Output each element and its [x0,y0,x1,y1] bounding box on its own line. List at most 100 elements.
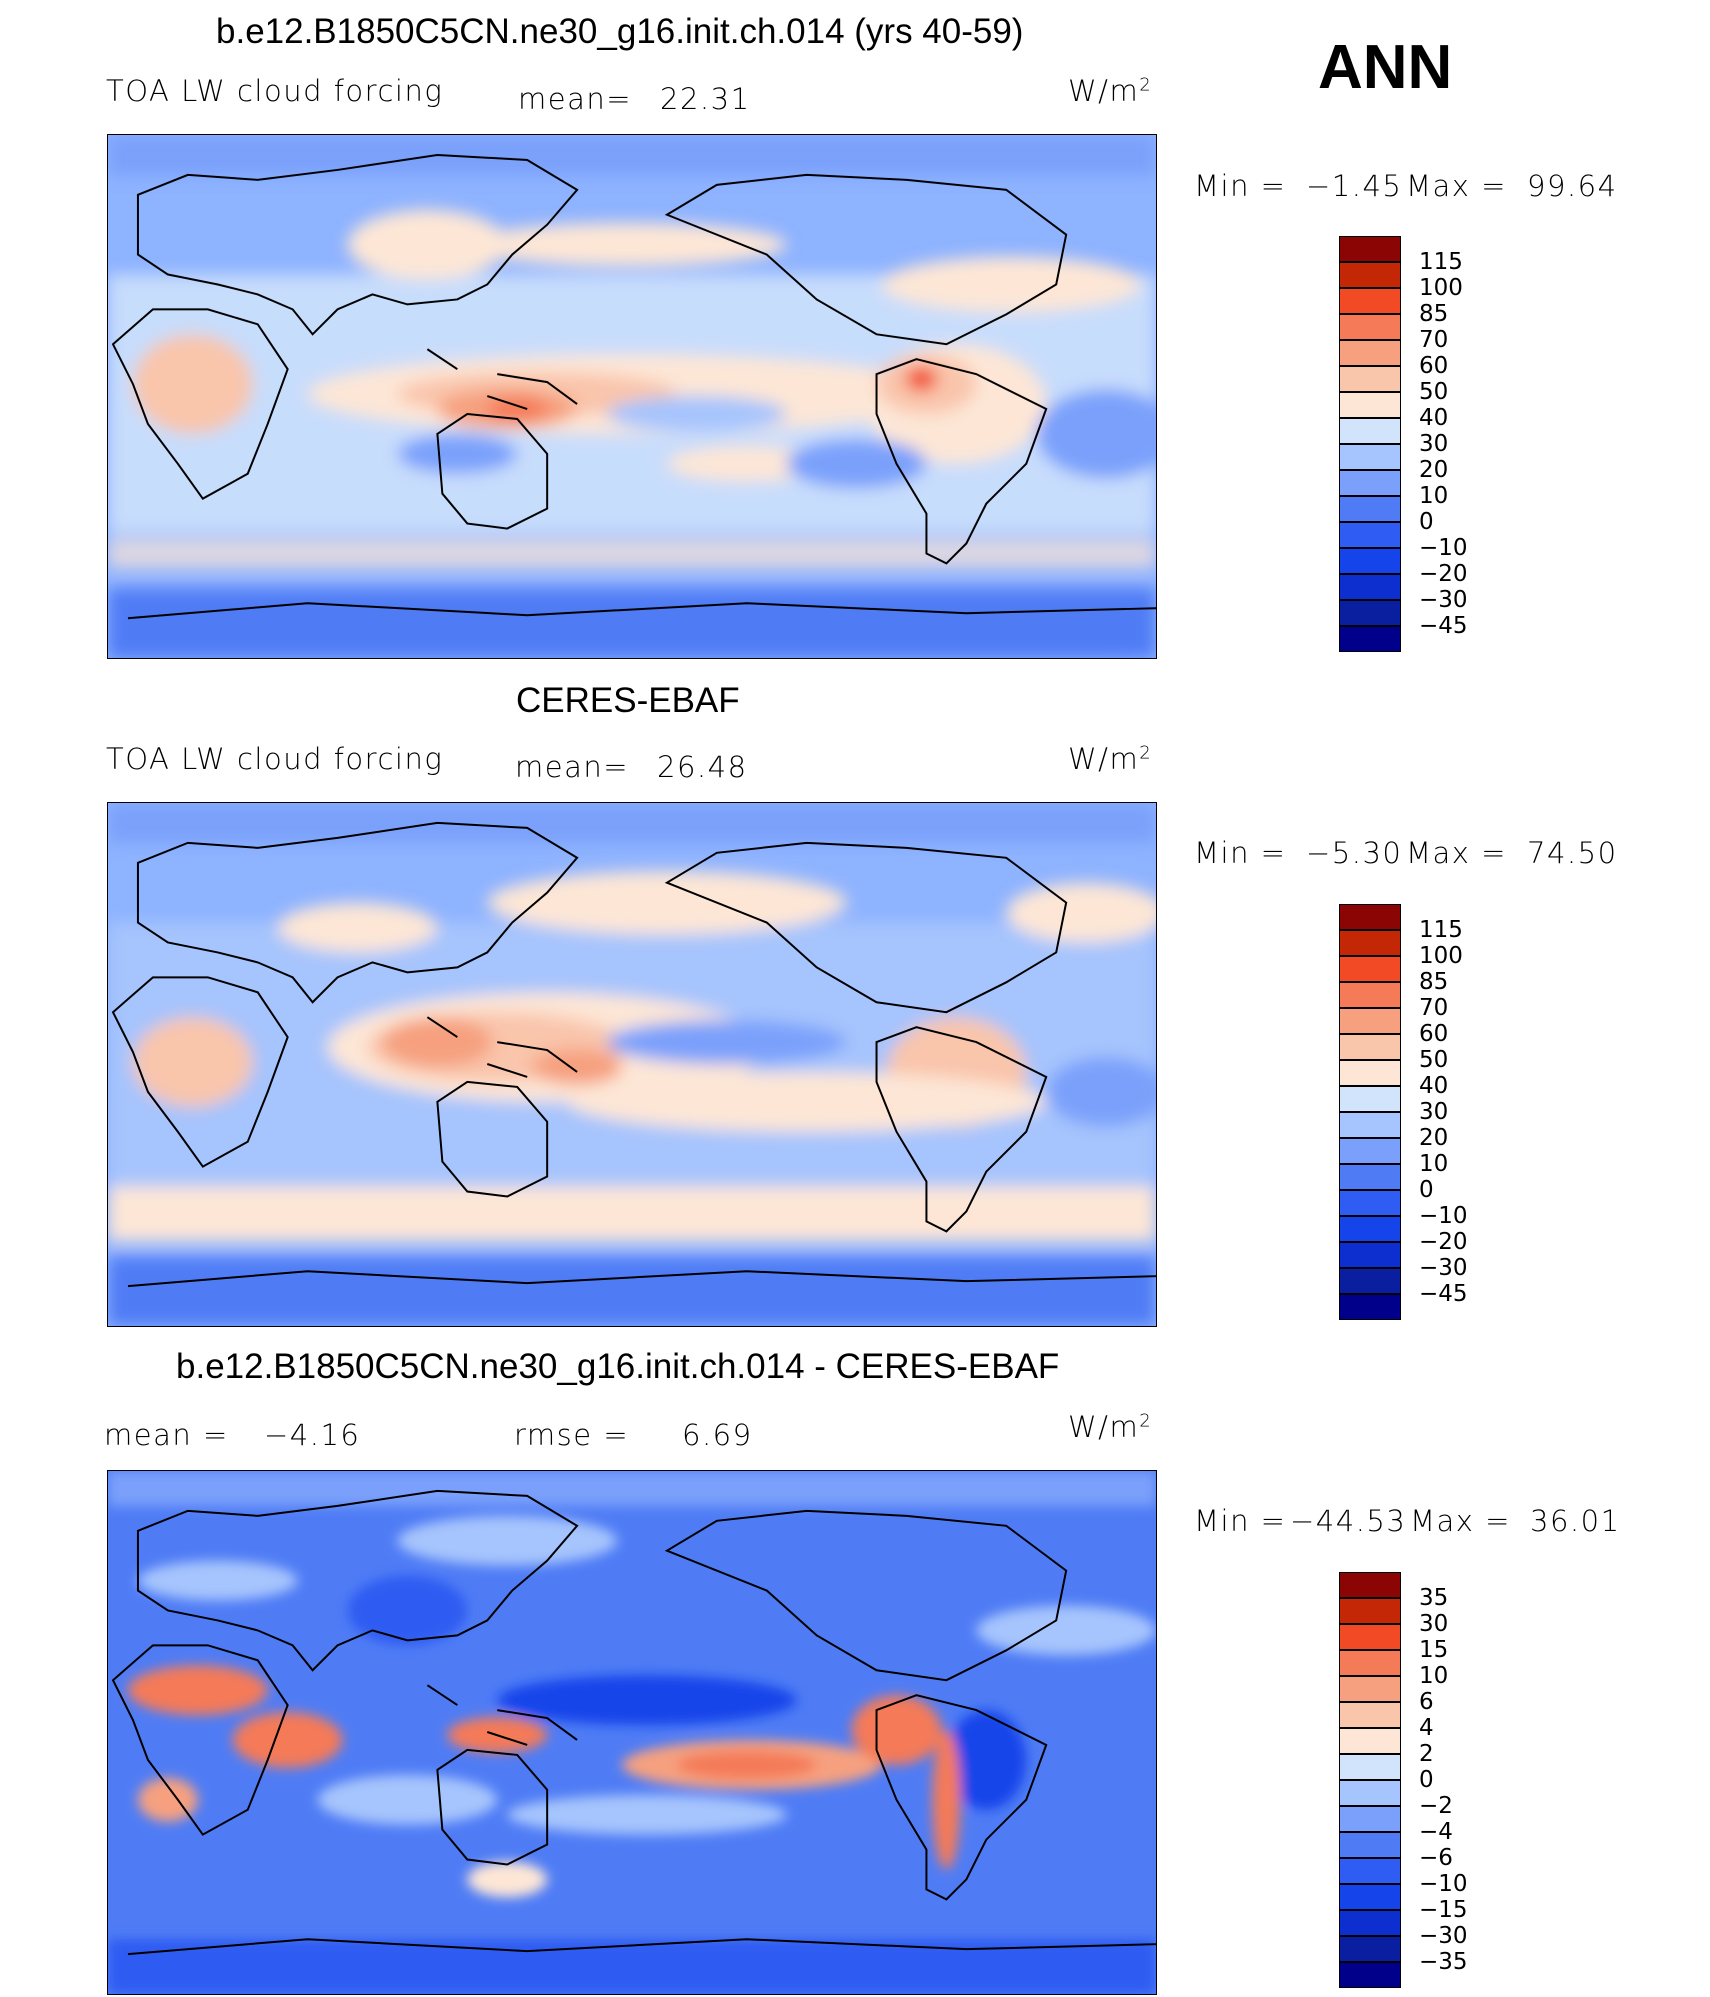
colorbar-swatch [1339,1624,1401,1650]
colorbar-tick: 70 [1419,327,1449,353]
diff-min-label: Min = [1194,1504,1287,1538]
colorbar-swatch [1339,1086,1401,1112]
diff-units-base: W/m [1068,1410,1140,1444]
colorbar-tick: 50 [1419,379,1449,405]
diff-map [107,1470,1157,1995]
model-max-label: Max = [1406,169,1507,203]
diff-min-value: −44.53 [1290,1504,1407,1538]
colorbar-swatch [1339,1216,1401,1242]
colorbar-tick: 4 [1419,1715,1434,1741]
colorbar-swatch [1339,496,1401,522]
colorbar-tick: 0 [1419,1177,1434,1203]
obs-title: CERES-EBAF [516,681,740,720]
colorbar-swatch [1339,1858,1401,1884]
colorbar-swatch [1339,1780,1401,1806]
colorbar-swatch [1339,1112,1401,1138]
colorbar-tick: 100 [1419,275,1463,301]
colorbar-tick: −10 [1419,1871,1468,1897]
colorbar-tick: 10 [1419,1151,1449,1177]
colorbar-swatch [1339,1242,1401,1268]
obs-min-label: Min = [1194,836,1287,870]
colorbar-swatch [1339,340,1401,366]
diff-colorbar: 35 30 15 10 6 4 2 0 −2 −4 −6 −10 −15 −30… [1339,1572,1468,1988]
obs-map [107,802,1157,1327]
colorbar-swatch [1339,444,1401,470]
model-min-value: −1.45 [1306,169,1403,203]
colorbar-tick: 2 [1419,1741,1434,1767]
colorbar-swatch [1339,314,1401,340]
colorbar-swatch [1339,1806,1401,1832]
colorbar-swatch [1339,470,1401,496]
colorbar-swatch [1339,392,1401,418]
obs-units-exp: 2 [1139,742,1153,764]
colorbar-tick: −35 [1419,1949,1468,1975]
colorbar-tick: 85 [1419,301,1449,327]
model-map [107,134,1157,659]
colorbar-swatch [1339,1164,1401,1190]
diff-units: W/m2 [1068,1410,1152,1444]
model-mean-value: 22.31 [660,82,751,116]
colorbar-swatch [1339,418,1401,444]
obs-variable-label: TOA LW cloud forcing [106,742,444,776]
colorbar-tick: −6 [1419,1845,1453,1871]
colorbar-swatch [1339,1962,1401,1988]
colorbar-tick: −4 [1419,1819,1453,1845]
obs-max-value: 74.50 [1527,836,1618,870]
colorbar-tick: 30 [1419,1611,1449,1637]
colorbar-tick: 10 [1419,1663,1449,1689]
colorbar-tick: 0 [1419,1767,1434,1793]
colorbar-tick: −10 [1419,1203,1468,1229]
model-colorbar: 115 100 85 70 60 50 40 30 20 10 0 −10 −2… [1339,236,1468,652]
colorbar-swatch [1339,1936,1401,1962]
colorbar-tick: 35 [1419,1585,1449,1611]
colorbar-tick: −2 [1419,1793,1453,1819]
colorbar-tick: 85 [1419,969,1449,995]
obs-min-value: −5.30 [1306,836,1403,870]
diff-mean-value: −4.16 [264,1418,361,1452]
model-units-exp: 2 [1139,74,1153,96]
colorbar-swatch [1339,1910,1401,1936]
obs-units-base: W/m [1068,742,1140,776]
colorbar-swatch [1339,1190,1401,1216]
colorbar-swatch [1339,1572,1401,1598]
colorbar-swatch [1339,574,1401,600]
colorbar-swatch [1339,236,1401,262]
colorbar-swatch [1339,930,1401,956]
model-mean-label: mean= [518,82,633,116]
colorbar-tick: −15 [1419,1897,1468,1923]
colorbar-swatch [1339,522,1401,548]
colorbar-swatch [1339,1008,1401,1034]
colorbar-tick: −20 [1419,1229,1468,1255]
colorbar-swatch [1339,1702,1401,1728]
colorbar-swatch [1339,1034,1401,1060]
colorbar-tick: 30 [1419,1099,1449,1125]
diff-map-graphic [108,1471,1156,1994]
colorbar-swatch [1339,1060,1401,1086]
colorbar-tick: 50 [1419,1047,1449,1073]
colorbar-swatch [1339,1650,1401,1676]
model-max-value: 99.64 [1527,169,1618,203]
colorbar-tick: 40 [1419,1073,1449,1099]
diff-mean-label: mean = [104,1418,229,1452]
colorbar-swatch [1339,1754,1401,1780]
diff-rmse-label: rmse = [514,1418,630,1452]
colorbar-tick: −30 [1419,1255,1468,1281]
diff-max-value: 36.01 [1530,1504,1621,1538]
colorbar-swatch [1339,600,1401,626]
colorbar-swatch [1339,1728,1401,1754]
obs-map-graphic [108,803,1156,1326]
colorbar-swatch [1339,1832,1401,1858]
colorbar-swatch [1339,1138,1401,1164]
colorbar-swatch [1339,288,1401,314]
colorbar-tick: −10 [1419,535,1468,561]
colorbar-swatch [1339,1884,1401,1910]
diff-rmse-value: 6.69 [682,1418,753,1452]
obs-units: W/m2 [1068,742,1152,776]
colorbar-tick: 60 [1419,353,1449,379]
diff-max-label: Max = [1410,1504,1511,1538]
colorbar-swatch [1339,548,1401,574]
obs-max-label: Max = [1406,836,1507,870]
colorbar-tick: 115 [1419,917,1463,943]
colorbar-swatch [1339,1268,1401,1294]
colorbar-tick: −20 [1419,561,1468,587]
